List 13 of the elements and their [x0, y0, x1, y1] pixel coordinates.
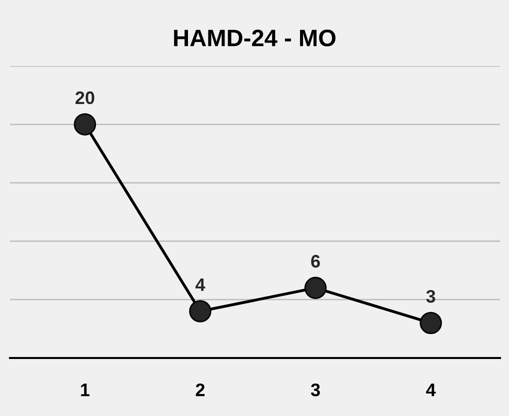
data-label: 6 — [311, 254, 320, 268]
x-tick-label: 2 — [196, 383, 205, 396]
data-label: 3 — [426, 290, 436, 303]
x-tick-label: 1 — [81, 384, 90, 396]
point — [304, 276, 327, 300]
data-label: 4 — [195, 278, 206, 291]
point — [420, 312, 442, 334]
data-label: 20 — [76, 91, 94, 104]
point — [189, 300, 212, 322]
point — [74, 113, 96, 136]
x-tick-label: 3 — [310, 383, 320, 396]
chart-title: HAMD-24 - MO — [174, 30, 336, 46]
x-tick-label: 4 — [426, 384, 436, 396]
